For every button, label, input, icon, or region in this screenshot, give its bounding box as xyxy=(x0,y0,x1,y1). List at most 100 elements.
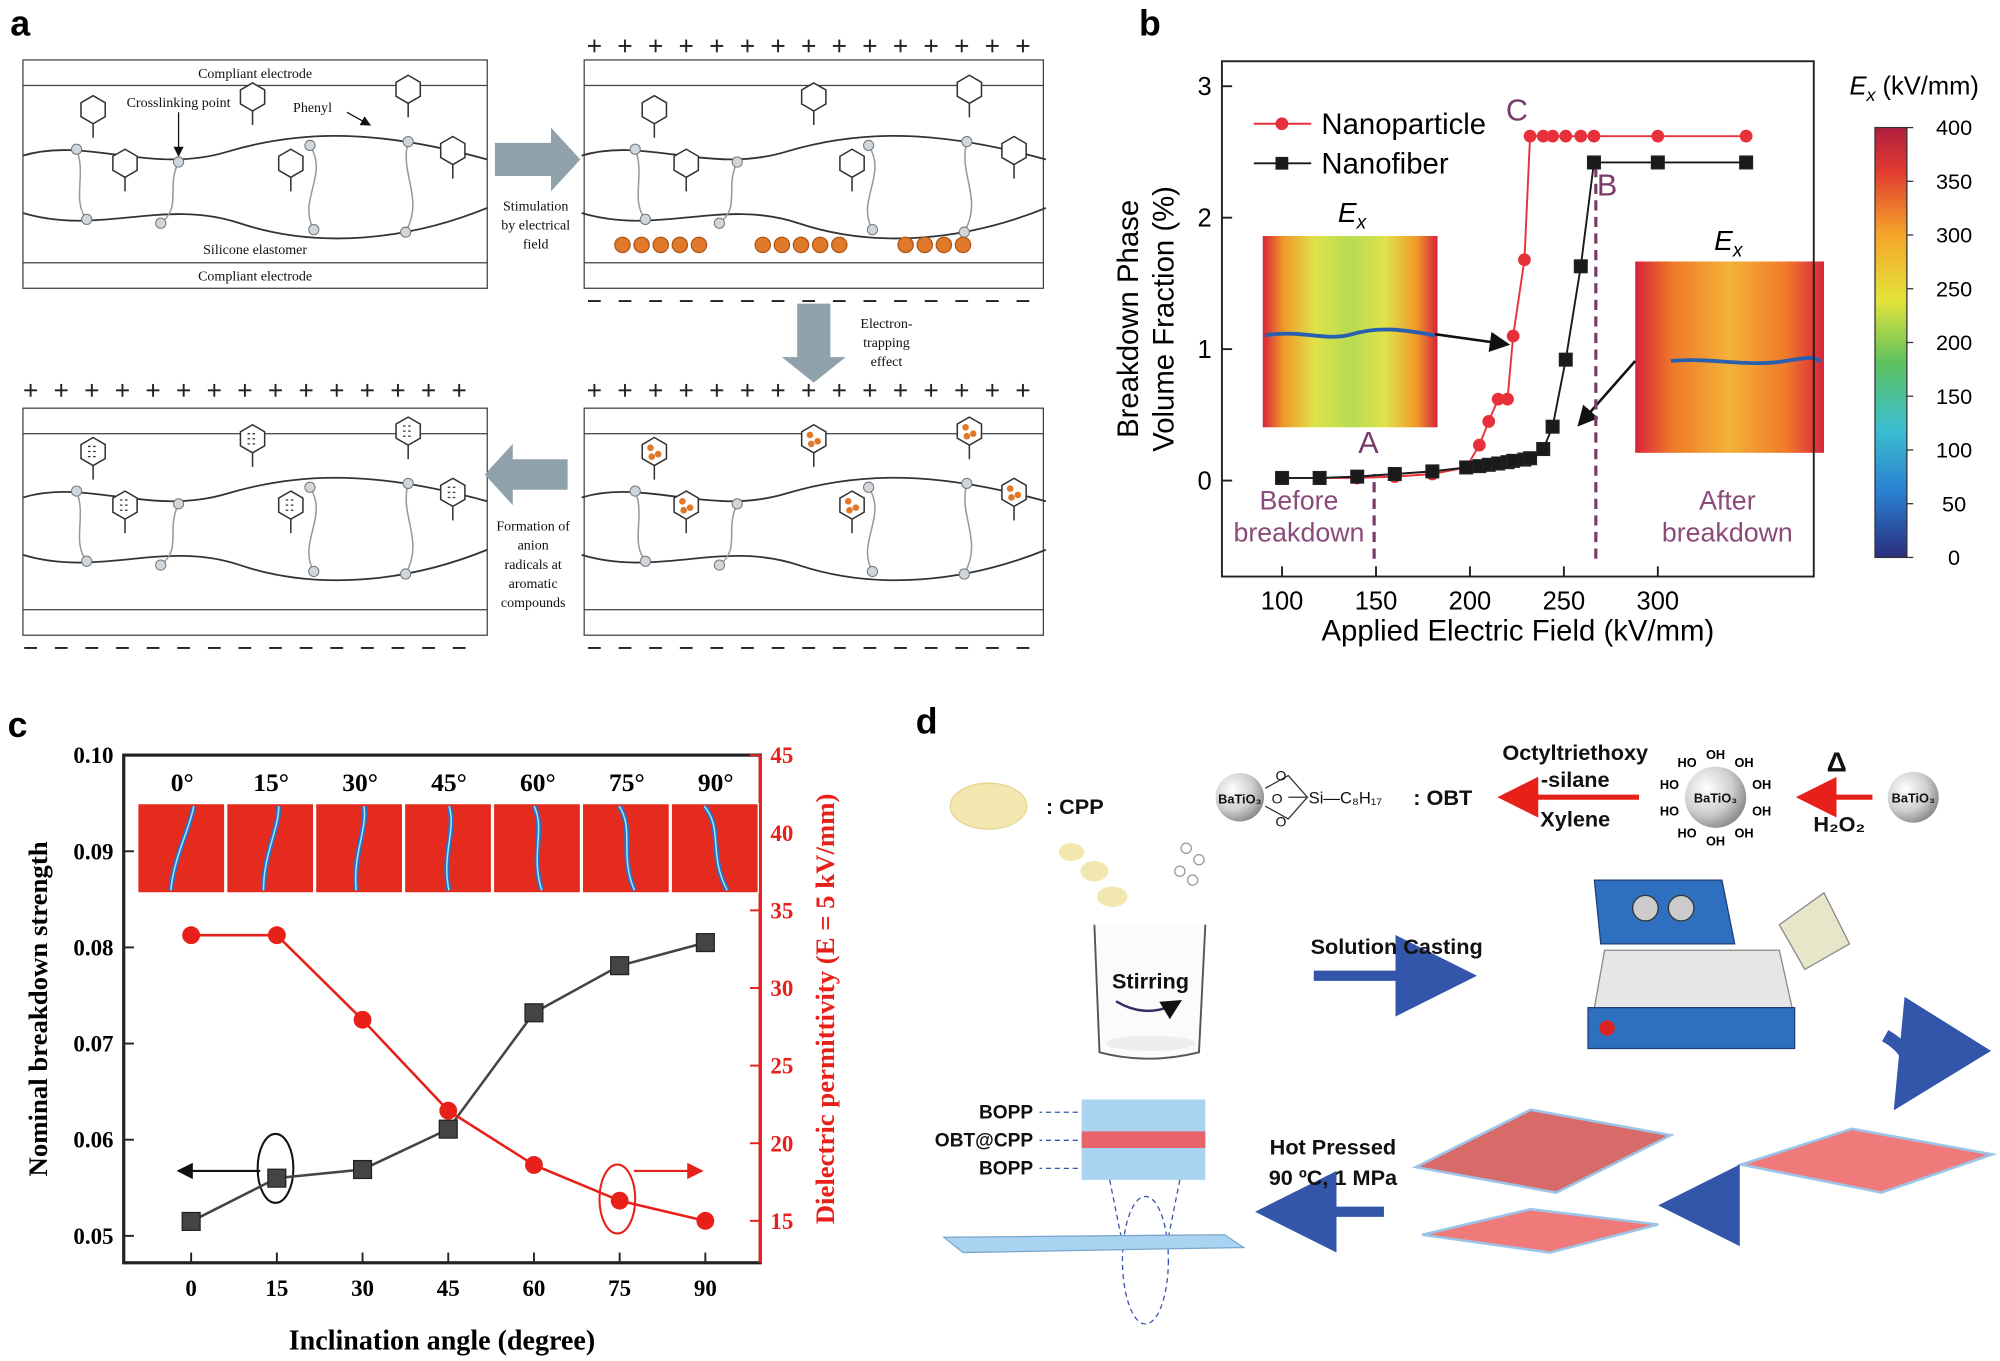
trapped-electron xyxy=(648,453,656,460)
reagent: -silane xyxy=(1541,767,1610,792)
trapped-electron xyxy=(846,506,853,514)
electron xyxy=(754,236,772,254)
colorbar-tick-label: 50 xyxy=(1942,491,1966,516)
process-arrow xyxy=(484,443,568,506)
electron xyxy=(830,236,848,254)
process-arrow xyxy=(781,303,846,383)
phenyl-ring xyxy=(800,423,827,468)
ring xyxy=(112,148,138,193)
trapped-electron xyxy=(1008,494,1015,501)
x-tick-label: 0 xyxy=(185,1276,196,1301)
cpp-pellet xyxy=(1058,843,1085,861)
ring xyxy=(673,148,700,193)
ring xyxy=(641,94,668,139)
legend-label: Nanoparticle xyxy=(1321,108,1486,141)
phenyl-ring xyxy=(439,477,466,522)
trapped-electron xyxy=(969,430,977,438)
breakdown-path xyxy=(1264,327,1436,339)
atom-label: O xyxy=(1272,791,1283,807)
marker xyxy=(1536,129,1550,143)
phenyl-ring xyxy=(395,74,422,119)
x-tick-label: 30 xyxy=(351,1276,374,1301)
step-label: 90 ºC, 1 MPa xyxy=(1269,1165,1398,1190)
particle xyxy=(1887,771,1939,823)
panel-c-marks xyxy=(176,1132,704,1235)
x-tick-label: 15 xyxy=(265,1276,288,1301)
y-tick-label: 0 xyxy=(1198,468,1212,496)
callout-label: Phenyl xyxy=(293,100,332,116)
reagent: Xylene xyxy=(1540,807,1610,832)
trapped-electron xyxy=(1006,485,1014,492)
ring xyxy=(800,82,827,126)
legend-marker xyxy=(1275,117,1289,131)
radical xyxy=(247,433,258,445)
y2-axis-label: Dielectric permittivity (E = 5 kV/mm) xyxy=(810,794,840,1225)
symbol: E xyxy=(1338,197,1357,228)
ring xyxy=(277,490,304,534)
region-note: After xyxy=(1699,486,1756,516)
radical xyxy=(447,486,458,499)
step-label: by electrical xyxy=(501,218,570,234)
particle-label: BaTiO₃ xyxy=(1694,790,1737,805)
region-note: breakdown xyxy=(1662,517,1793,547)
quadrant xyxy=(22,59,489,289)
inset-label: Ex xyxy=(1338,197,1368,233)
electron xyxy=(954,236,972,254)
material-label: Silicone elastomer xyxy=(203,242,307,258)
colorbar-tick-label: 200 xyxy=(1936,330,1972,355)
hydroxyl: OH xyxy=(1734,755,1753,770)
stir-arrow xyxy=(1115,999,1183,1020)
phenyl-ring xyxy=(112,148,138,193)
series-callout xyxy=(598,1163,637,1235)
step-label: trapping xyxy=(863,335,910,351)
beaker xyxy=(1093,924,1207,1060)
layer-pointers xyxy=(1039,1111,1181,1325)
hydroxyl: OH xyxy=(1706,747,1725,762)
ring xyxy=(839,148,865,193)
step-label: field xyxy=(523,237,549,253)
marker xyxy=(524,1003,544,1023)
marker xyxy=(610,956,630,976)
ring xyxy=(956,74,983,119)
ring xyxy=(80,436,106,481)
radical xyxy=(403,425,414,437)
y2-tick-label: 40 xyxy=(770,821,793,846)
cpp-pellet xyxy=(949,782,1028,830)
electron xyxy=(690,236,708,254)
trapped-electron xyxy=(962,423,969,431)
phenyl-ring xyxy=(956,74,983,119)
pouring-beaker xyxy=(1778,891,1851,971)
phenyl-ring xyxy=(839,148,865,193)
reagent: Δ xyxy=(1827,747,1847,778)
annotation: A xyxy=(1358,426,1379,460)
particle-label: BaTiO₃ xyxy=(1218,792,1261,807)
colorbar-tick-label: 400 xyxy=(1936,115,1972,140)
marker xyxy=(1650,155,1665,170)
ring xyxy=(239,82,266,126)
legend-label: : OBT xyxy=(1413,785,1472,810)
phenyl-ring xyxy=(641,436,668,481)
ring xyxy=(80,94,106,139)
electron xyxy=(671,236,689,254)
colorbar-tick-label: 300 xyxy=(1936,223,1972,248)
phenyl-ring xyxy=(395,416,422,460)
powder xyxy=(1105,1035,1196,1052)
breakdown-halo xyxy=(703,805,728,891)
phenyl-ring xyxy=(839,490,865,534)
trapped-electron xyxy=(807,440,815,448)
callout-label: Crosslinking point xyxy=(127,95,231,111)
angle-label: 15° xyxy=(253,768,289,797)
y-tick-label: 0.07 xyxy=(73,1032,113,1057)
marker xyxy=(1574,129,1588,143)
marker xyxy=(267,926,286,945)
electron xyxy=(935,236,953,254)
electrode-label: Compliant electrode xyxy=(198,269,312,285)
phenyl-ring xyxy=(277,490,304,534)
pointer-arrow xyxy=(1434,331,1511,353)
marker xyxy=(353,1010,372,1029)
colorbar-tick-label: 350 xyxy=(1936,169,1972,194)
x-tick-label: 90 xyxy=(694,1276,717,1301)
ring xyxy=(1001,135,1027,180)
annotation: C xyxy=(1506,93,1528,127)
